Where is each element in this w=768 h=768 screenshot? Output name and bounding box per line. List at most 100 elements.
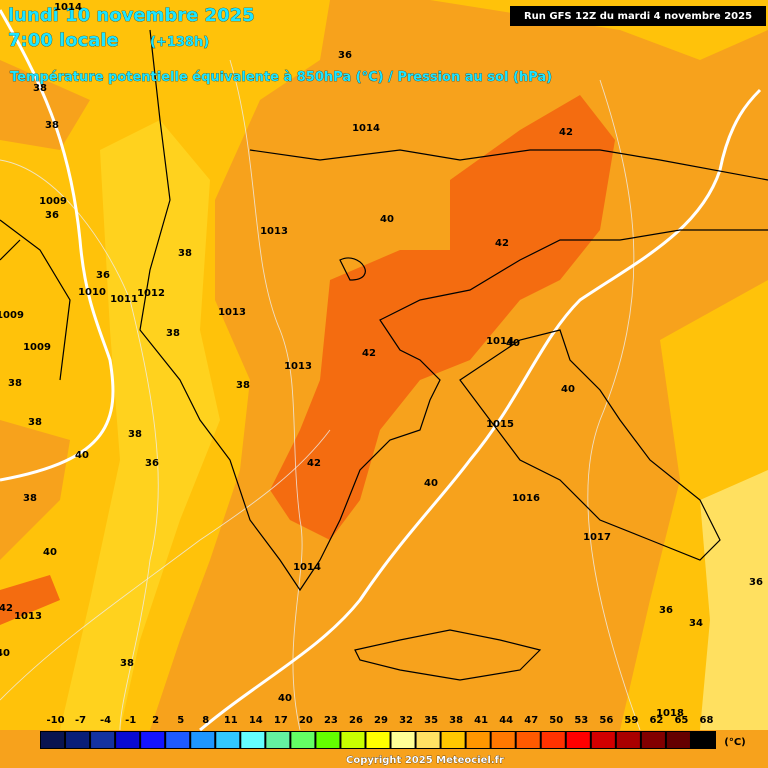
pressure-label: 1013	[14, 611, 42, 622]
temperature-label: 42	[362, 348, 376, 359]
isoline	[587, 79, 641, 731]
pressure-label: 1013	[260, 226, 288, 237]
temperature-label: 38	[33, 83, 47, 94]
legend-swatch	[416, 732, 440, 748]
temperature-label: 40	[380, 214, 394, 225]
legend-tick-label: -4	[100, 715, 111, 726]
warm-core	[0, 575, 60, 625]
legend-tick-label: 8	[202, 715, 209, 726]
temperature-label: 36	[659, 605, 673, 616]
temperature-label: 38	[8, 378, 22, 389]
temperature-label: 36	[96, 270, 110, 281]
legend-swatch	[66, 732, 90, 748]
coastline	[139, 29, 768, 592]
temperature-label: 38	[166, 328, 180, 339]
legend-tick-label: 56	[599, 715, 613, 726]
temperature-label: 38	[178, 248, 192, 259]
legend-swatch	[516, 732, 540, 748]
temperature-label: 42	[307, 458, 321, 469]
legend-tick-label: 62	[649, 715, 663, 726]
island	[354, 629, 542, 681]
temperature-label: 34	[689, 618, 703, 629]
pressure-label: 1010	[78, 287, 106, 298]
date: lundi 10 novembre 2025	[8, 5, 255, 26]
legend-tick-label: 44	[499, 715, 513, 726]
isoline	[229, 59, 303, 731]
temperature-label: 36	[749, 577, 763, 588]
pressure-label: 1013	[218, 307, 246, 318]
pressure-label: 1013	[284, 361, 312, 372]
pressure-label: 1009	[23, 342, 51, 353]
isoline	[0, 429, 331, 701]
color-legend: -10 -7 -4 -1 2 5 8 11 14 17 20 23 26 29 32 35 38 41 44 47 50…	[40, 715, 716, 749]
temperature-label: 38	[128, 429, 142, 440]
legend-swatch	[316, 732, 340, 748]
temperature-label: 40	[561, 384, 575, 395]
legend-tick-label: 65	[674, 715, 688, 726]
legend-tick-label: -7	[75, 715, 86, 726]
temperature-label: 42	[559, 127, 573, 138]
lead-time: (+138h)	[150, 35, 209, 50]
legend-swatch	[541, 732, 565, 748]
legend-swatch	[241, 732, 265, 748]
legend-tick-label: 11	[224, 715, 238, 726]
copyright: Copyright 2025 Meteociel.fr	[346, 755, 504, 766]
pressure-label: 1014	[293, 562, 321, 573]
legend-swatch	[116, 732, 140, 748]
legend-tick-label: 20	[299, 715, 313, 726]
temperature-label: 38	[45, 120, 59, 131]
coastline	[339, 257, 721, 561]
legend-swatch	[591, 732, 615, 748]
legend-swatch	[491, 732, 515, 748]
legend-swatch	[666, 732, 690, 748]
legend-tick-label: 47	[524, 715, 538, 726]
legend-swatch	[641, 732, 665, 748]
legend-swatch	[291, 732, 315, 748]
temperature-labels: 36 38 36 38 36 38 38 38 38 38 36 40 38 40 40 38 40 40 42 42…	[0, 50, 763, 704]
legend-tick-label: 17	[274, 715, 288, 726]
legend-tick-label: 2	[152, 715, 159, 726]
temperature-label: 40	[278, 693, 292, 704]
parameter: Température potentielle équivalente à 85…	[10, 70, 552, 85]
pressure-label: 1016	[512, 493, 540, 504]
temperature-label: 40	[43, 547, 57, 558]
temperature-label: 38	[236, 380, 250, 391]
legend-swatch	[41, 732, 65, 748]
legend-tick-label: 38	[449, 715, 463, 726]
coastline	[249, 149, 768, 181]
legend-tick-label: 26	[349, 715, 363, 726]
run-info: Run GFS 12Z du mardi 4 novembre 2025	[524, 11, 752, 22]
legend-swatch	[166, 732, 190, 748]
pressure-label: 1018	[656, 708, 684, 719]
pressure-label: 1014	[486, 336, 514, 347]
temperature-label: 40	[424, 478, 438, 489]
legend-tick-label: -10	[46, 715, 64, 726]
legend-swatch	[191, 732, 215, 748]
legend-swatch	[141, 732, 165, 748]
legend-tick-label: 5	[177, 715, 184, 726]
pressure-label: 1012	[137, 288, 165, 299]
isoline	[0, 159, 159, 731]
legend-tick-label: 35	[424, 715, 438, 726]
temperature-label: 42	[0, 603, 13, 614]
pressure-label: 1009	[0, 310, 24, 321]
isotherm	[0, 9, 115, 482]
legend-swatch	[566, 732, 590, 748]
temperature-label: 36	[145, 458, 159, 469]
legend-swatch	[91, 732, 115, 748]
light-zone	[60, 120, 220, 730]
pressure-label: 1014	[54, 2, 82, 13]
legend-tick-label: 23	[324, 715, 338, 726]
temperature-label: 42	[495, 238, 509, 249]
temperature-label: 40	[506, 338, 520, 349]
temperature-label: 36	[338, 50, 352, 61]
pressure-label: 1009	[39, 196, 67, 207]
legend-swatch	[616, 732, 640, 748]
pressure-label: 1017	[583, 532, 611, 543]
legend-swatch	[366, 732, 390, 748]
legend-tick-label: 50	[549, 715, 563, 726]
legend-swatch	[216, 732, 240, 748]
legend-tick-label: -1	[125, 715, 136, 726]
temperature-label: 38	[120, 658, 134, 669]
